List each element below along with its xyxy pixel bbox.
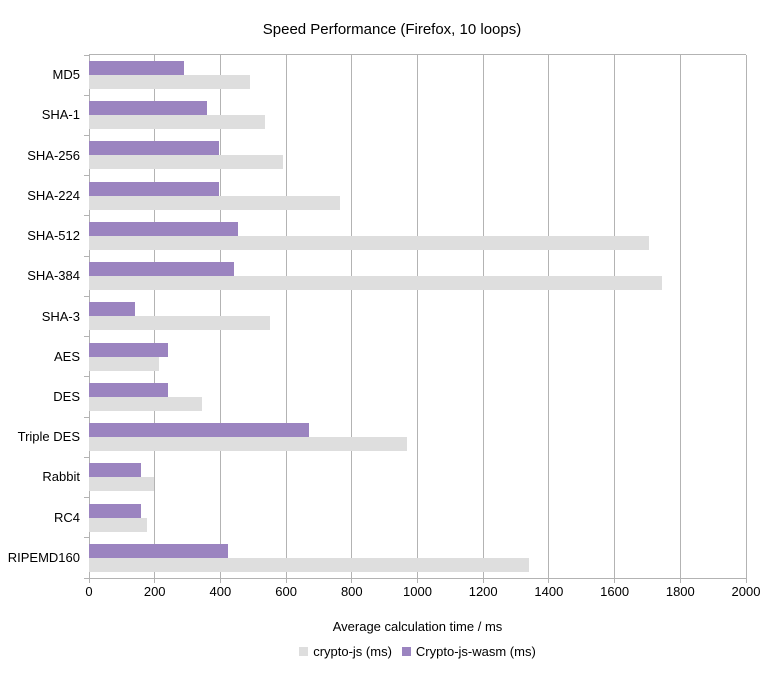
gridline-1600 (614, 55, 616, 578)
legend-swatch-crypto-js-wasm-ms (401, 647, 411, 656)
bar-crypto-js-wasm-ms-sha-1 (89, 101, 208, 116)
bar-crypto-js-wasm-ms-rabbit (89, 463, 141, 478)
x-tick-label-1600: 1600 (600, 584, 630, 599)
y-tick-mark-12 (84, 537, 89, 539)
bar-crypto-js-wasm-ms-ripemd160 (89, 543, 229, 558)
bar-crypto-js-ms-sha-1 (89, 115, 265, 130)
y-tick-mark-0 (84, 54, 89, 56)
y-axis-category-labels: MD5 SHA-1 SHA-256 SHA-224 SHA-512 SHA-384 SHA-… (0, 55, 80, 578)
legend-item-crypto-js-wasm-ms: Crypto-js-wasm (ms) (401, 644, 536, 659)
bar-crypto-js-wasm-ms-sha-256 (89, 141, 219, 156)
bar-crypto-js-ms-ripemd160 (89, 557, 530, 572)
x-tick-label-400: 400 (209, 584, 232, 599)
y-tick-mark-10 (84, 456, 89, 458)
x-axis-title: Average calculation time / ms (332, 619, 503, 634)
y-tick-mark-8 (84, 376, 89, 378)
y-tick-mark-4 (84, 215, 89, 217)
bar-crypto-js-ms-sha-512 (89, 235, 650, 250)
bar-crypto-js-wasm-ms-sha-384 (89, 262, 234, 277)
category-label-rc4: RC4 (53, 509, 80, 525)
x-tick-label-800: 800 (340, 584, 363, 599)
x-tick-label-200: 200 (143, 584, 166, 599)
gridline-1400 (548, 55, 550, 578)
x-tick-mark-1400 (548, 578, 550, 583)
bar-crypto-js-wasm-ms-triple-des (89, 423, 310, 438)
bar-crypto-js-ms-des (89, 396, 203, 411)
legend-label-crypto-js-wasm-ms: Crypto-js-wasm (ms) (415, 644, 536, 659)
x-tick-mark-0 (88, 578, 90, 583)
bar-crypto-js-wasm-ms-aes (89, 342, 168, 357)
bar-crypto-js-ms-sha-224 (89, 195, 341, 210)
x-tick-label-1000: 1000 (403, 584, 432, 599)
gridline-600 (285, 55, 287, 578)
category-label-aes: AES (53, 348, 80, 364)
x-tick-mark-600 (285, 578, 287, 583)
y-tick-mark-2 (84, 134, 89, 136)
gridline-1800 (679, 55, 681, 578)
y-tick-mark-3 (84, 175, 89, 177)
y-tick-mark-13 (84, 577, 89, 579)
x-tick-mark-200 (154, 578, 156, 583)
x-tick-mark-800 (351, 578, 353, 583)
x-tick-mark-1600 (614, 578, 616, 583)
bar-crypto-js-wasm-ms-rc4 (89, 503, 141, 518)
category-label-sha-384: SHA-384 (27, 268, 80, 284)
x-tick-label-600: 600 (275, 584, 297, 599)
bar-crypto-js-ms-triple-des (89, 437, 407, 452)
y-tick-mark-7 (84, 336, 89, 338)
bar-crypto-js-ms-rabbit (89, 477, 155, 492)
category-label-sha-256: SHA-256 (27, 147, 80, 163)
gridline-800 (351, 55, 353, 578)
x-tick-mark-400 (219, 578, 221, 583)
bar-crypto-js-ms-aes (89, 356, 159, 371)
bar-crypto-js-wasm-ms-sha-512 (89, 221, 239, 236)
legend: crypto-js (ms) Crypto-js-wasm (ms) (89, 644, 746, 659)
y-tick-mark-6 (84, 295, 89, 297)
category-label-md5: MD5 (52, 67, 80, 83)
x-tick-label-2000: 2000 (731, 584, 761, 599)
category-label-des: DES (53, 388, 80, 404)
x-tick-label-1800: 1800 (665, 584, 695, 599)
x-tick-mark-1200 (482, 578, 484, 583)
y-tick-mark-9 (84, 416, 89, 418)
category-label-sha-3: SHA-3 (41, 308, 80, 324)
x-axis-tick-labels: 0 200 400 600 800 1000 1200 1400 1600 1800 2000 (0, 584, 784, 600)
category-label-ripemd160: RIPEMD160 (7, 549, 80, 565)
chart-title: Speed Performance (Firefox, 10 loops) (262, 21, 522, 38)
plot-area (84, 54, 747, 583)
category-label-sha-1: SHA-1 (41, 107, 80, 123)
x-tick-mark-1800 (679, 578, 681, 583)
bar-crypto-js-ms-sha-256 (89, 155, 283, 170)
bar-crypto-js-wasm-ms-sha-224 (89, 181, 219, 196)
x-tick-label-1400: 1400 (534, 584, 564, 599)
y-tick-mark-1 (84, 94, 89, 96)
bar-crypto-js-wasm-ms-md5 (89, 61, 185, 75)
bar-crypto-js-ms-sha-384 (89, 276, 663, 291)
x-tick-mark-2000 (745, 578, 747, 583)
x-tick-label-1200: 1200 (468, 584, 498, 599)
bar-crypto-js-ms-rc4 (89, 517, 148, 532)
bar-crypto-js-wasm-ms-des (89, 382, 168, 397)
bar-crypto-js-ms-sha-3 (89, 316, 270, 331)
gridline-1200 (482, 55, 484, 578)
category-label-sha-224: SHA-224 (27, 187, 80, 203)
legend-label-crypto-js-ms: crypto-js (ms) (313, 644, 392, 659)
gridline-1000 (417, 55, 418, 578)
category-label-rabbit: Rabbit (42, 469, 80, 485)
bar-crypto-js-ms-md5 (89, 75, 250, 89)
category-label-sha-512: SHA-512 (27, 228, 80, 244)
x-tick-label-0: 0 (85, 584, 93, 599)
category-label-triple-des: Triple DES (17, 429, 80, 445)
y-tick-mark-11 (84, 497, 89, 499)
legend-swatch-crypto-js-ms (299, 647, 309, 656)
gridline-2000 (745, 55, 747, 578)
x-tick-mark-1000 (417, 578, 418, 583)
bar-crypto-js-wasm-ms-sha-3 (89, 302, 135, 317)
legend-item-crypto-js-ms: crypto-js (ms) (299, 644, 392, 659)
y-tick-mark-5 (84, 255, 89, 257)
